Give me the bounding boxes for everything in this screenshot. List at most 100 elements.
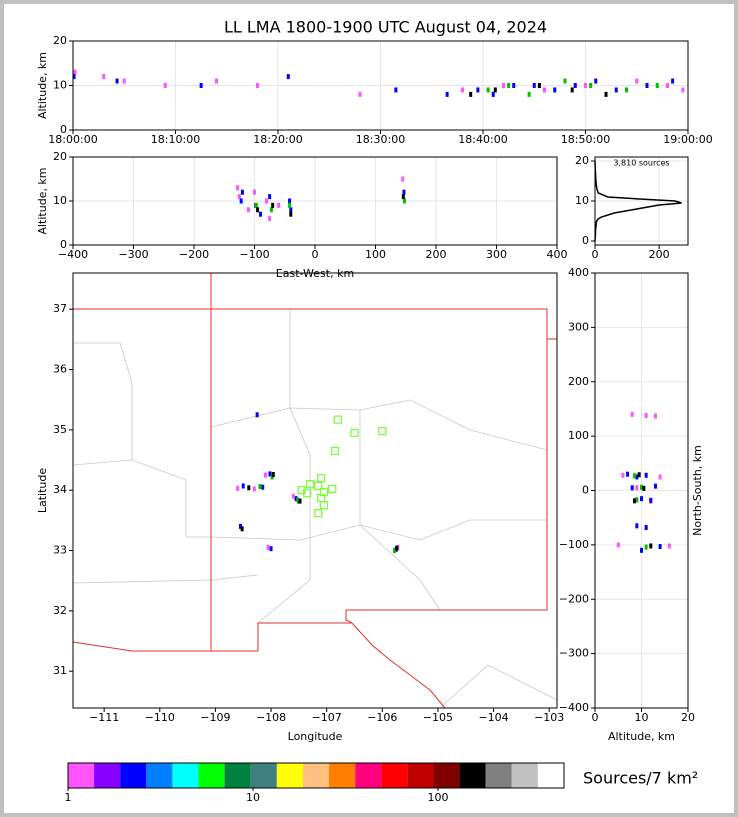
county-line bbox=[131, 459, 211, 538]
x-tick-label: −200 bbox=[179, 248, 209, 261]
source bbox=[403, 198, 407, 204]
chart-title: LL LMA 1800-1900 UTC August 04, 2024 bbox=[224, 18, 547, 37]
y-tick-label: −100 bbox=[559, 538, 589, 551]
source bbox=[476, 87, 480, 93]
source bbox=[401, 176, 405, 182]
x-tick-label: 1 bbox=[65, 791, 72, 804]
source bbox=[543, 87, 546, 93]
x-tick-label: −107 bbox=[312, 711, 342, 724]
color-swatch bbox=[302, 763, 330, 788]
source bbox=[666, 83, 669, 88]
source bbox=[491, 91, 495, 97]
source bbox=[239, 198, 243, 204]
x-tick-label: 200 bbox=[426, 248, 447, 261]
y-tick-label: 20 bbox=[53, 34, 67, 47]
source bbox=[635, 474, 639, 480]
y-axis-label: Altitude, km bbox=[36, 52, 49, 119]
source bbox=[294, 496, 298, 502]
y-tick-label: 37 bbox=[53, 302, 67, 315]
source bbox=[469, 91, 473, 97]
color-swatch bbox=[250, 763, 277, 788]
source bbox=[393, 548, 397, 554]
x-tick-label: 10 bbox=[635, 711, 649, 724]
station bbox=[314, 481, 323, 491]
y-tick-label: 31 bbox=[53, 664, 67, 677]
x-tick-label: −109 bbox=[200, 711, 230, 724]
y-tick-label: 0 bbox=[60, 238, 67, 251]
y-tick-label: 300 bbox=[568, 320, 589, 333]
x-tick-label: −108 bbox=[256, 711, 286, 724]
y-tick-label: −200 bbox=[559, 592, 589, 605]
county-line bbox=[210, 399, 548, 451]
color-swatch bbox=[146, 763, 173, 788]
source bbox=[671, 78, 675, 84]
source bbox=[258, 484, 262, 490]
source bbox=[240, 189, 244, 195]
source bbox=[288, 198, 292, 204]
source bbox=[266, 545, 270, 551]
source bbox=[640, 496, 643, 502]
source bbox=[263, 472, 267, 478]
x-tick-label: −110 bbox=[145, 711, 175, 724]
source bbox=[644, 472, 648, 478]
station bbox=[319, 501, 329, 510]
source bbox=[289, 211, 293, 217]
source bbox=[255, 412, 259, 418]
x-tick-label: −103 bbox=[534, 711, 564, 724]
source bbox=[256, 83, 259, 88]
source bbox=[265, 198, 269, 204]
color-swatch bbox=[94, 763, 121, 788]
y-tick-label: 10 bbox=[53, 79, 67, 92]
source bbox=[72, 74, 76, 80]
source bbox=[635, 523, 639, 529]
source bbox=[635, 485, 639, 491]
source bbox=[253, 189, 256, 195]
x-tick-label: −106 bbox=[367, 711, 397, 724]
source bbox=[73, 69, 77, 75]
source bbox=[268, 471, 272, 477]
source bbox=[635, 497, 639, 503]
y-axis-label: Latitude bbox=[36, 468, 49, 514]
source bbox=[589, 83, 593, 88]
source bbox=[630, 411, 634, 417]
source bbox=[246, 207, 250, 213]
source bbox=[268, 194, 272, 200]
x-tick-label: 400 bbox=[547, 248, 568, 261]
county-line bbox=[210, 519, 547, 541]
y-tick-label: 200 bbox=[568, 375, 589, 388]
source bbox=[296, 497, 300, 503]
source bbox=[645, 83, 649, 88]
source bbox=[254, 202, 258, 208]
y-tick-label: 10 bbox=[53, 194, 67, 207]
source bbox=[502, 83, 505, 88]
source bbox=[563, 78, 567, 84]
x-tick-label: 0 bbox=[592, 711, 599, 724]
y-tick-label: 10 bbox=[575, 194, 589, 207]
color-swatch bbox=[459, 763, 486, 788]
source bbox=[394, 87, 398, 93]
source bbox=[644, 544, 648, 550]
x-tick-label: −111 bbox=[89, 711, 119, 724]
color-swatch bbox=[198, 763, 225, 788]
source bbox=[642, 485, 646, 491]
x-tick-label: 18:30:00 bbox=[356, 133, 405, 146]
source bbox=[625, 87, 628, 93]
source bbox=[115, 78, 119, 84]
station bbox=[328, 484, 337, 494]
station bbox=[305, 480, 315, 489]
station bbox=[350, 428, 359, 438]
source bbox=[268, 216, 272, 222]
color-swatch bbox=[407, 763, 434, 788]
y-tick-label: 34 bbox=[53, 483, 67, 496]
source bbox=[289, 207, 293, 213]
color-swatch bbox=[120, 763, 147, 788]
source bbox=[269, 207, 273, 213]
y-tick-label: 0 bbox=[582, 484, 589, 497]
source bbox=[633, 473, 637, 479]
station bbox=[314, 508, 323, 518]
source bbox=[238, 523, 242, 529]
x-tick-label: 0 bbox=[312, 248, 319, 261]
source bbox=[256, 207, 260, 213]
source bbox=[298, 498, 302, 504]
